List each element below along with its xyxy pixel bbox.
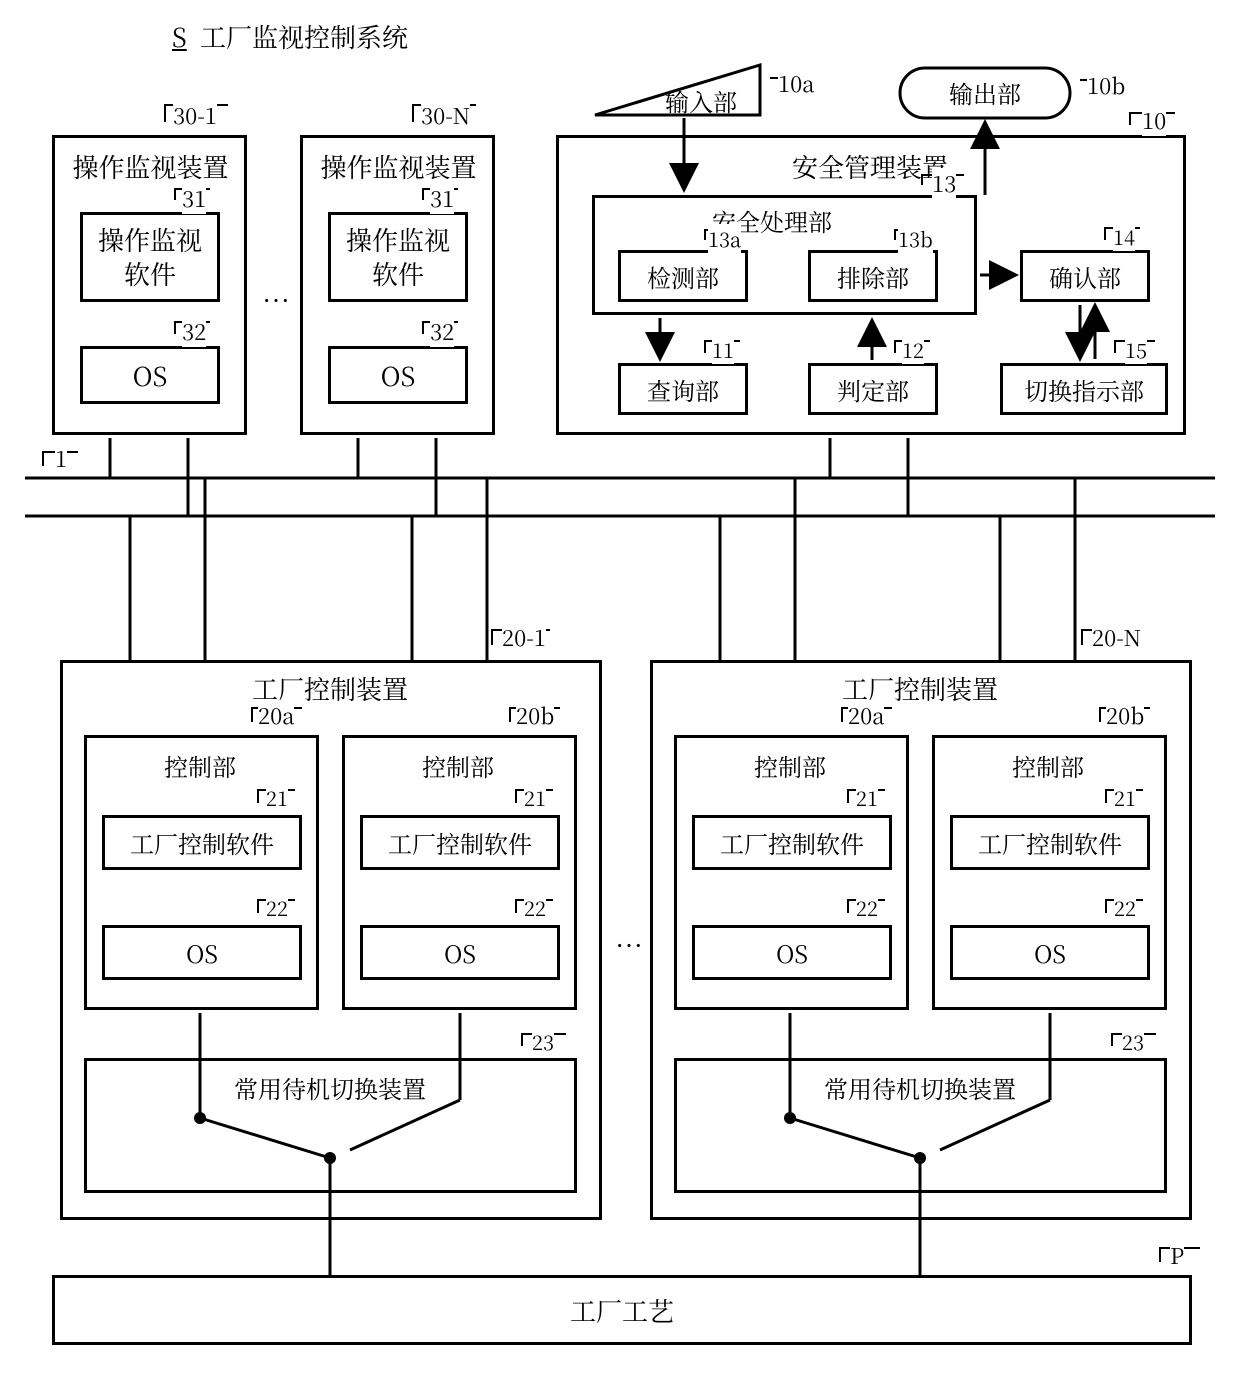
monitor-1-os-box: OS	[80, 346, 220, 404]
detect-box: 检测部	[618, 250, 748, 302]
monitor-n-title: 操作监视装置	[316, 148, 481, 185]
fcn-switcher-label: 常用待机切换装置	[780, 1070, 1060, 1105]
monitor-1-tag: 30-1	[173, 100, 217, 131]
fc1-a-sw-tag: 21	[266, 783, 288, 812]
fcn-a-os-tag: 22	[856, 893, 878, 922]
fcn-title: 工厂控制装置	[800, 670, 1040, 707]
judge-box: 判定部	[808, 363, 938, 415]
input-label: 输入部	[665, 83, 737, 118]
ellipsis-top: …	[262, 280, 294, 320]
fcn-unit-b-tag: 20b	[1106, 700, 1144, 731]
security-tag: 10	[1142, 105, 1166, 136]
monitor-n-os-tag: 32	[430, 316, 454, 347]
fcn-a-os: OS	[692, 925, 892, 980]
title-prefix: S	[172, 18, 187, 55]
monitor-n-sw-box: 操作监视 软件	[328, 212, 468, 302]
fcn-unit-a-tag: 20a	[848, 700, 884, 731]
fc1-switcher-tag: 23	[532, 1027, 554, 1056]
fcn-tag: 20-N	[1092, 622, 1141, 653]
switch-box: 切换指示部	[1000, 363, 1168, 415]
fc1-title: 工厂控制装置	[210, 670, 450, 707]
fcn-unit-a-title: 控制部	[730, 748, 850, 783]
fcn-a-sw: 工厂控制软件	[692, 815, 892, 870]
detect-tag: 13a	[708, 224, 741, 253]
exclude-box: 排除部	[808, 250, 938, 302]
confirm-box: 确认部	[1020, 250, 1150, 302]
fc1-a-os: OS	[102, 925, 302, 980]
query-tag: 11	[712, 335, 734, 364]
fc1-unit-b-title: 控制部	[398, 748, 518, 783]
query-box: 查询部	[618, 363, 748, 415]
ellipsis-bottom: …	[615, 925, 647, 965]
monitor-n-os-box: OS	[328, 346, 468, 404]
monitor-1-title: 操作监视装置	[68, 148, 233, 185]
fc1-switcher-label: 常用待机切换装置	[190, 1070, 470, 1105]
fcn-b-sw: 工厂控制软件	[950, 815, 1150, 870]
fc1-tag: 20-1	[502, 622, 546, 653]
process-box: 工厂工艺	[52, 1275, 1192, 1345]
fc1-unit-a-title: 控制部	[140, 748, 260, 783]
monitor-n-sw-tag: 31	[430, 183, 454, 214]
fc1-b-os: OS	[360, 925, 560, 980]
fc1-unit-a-tag: 20a	[258, 700, 294, 731]
monitor-1-sw-box: 操作监视 软件	[80, 212, 220, 302]
monitor-n-tag: 30-N	[421, 100, 470, 131]
switch-tag: 15	[1125, 335, 1147, 364]
fc1-a-os-tag: 22	[266, 893, 288, 922]
fc1-b-sw-tag: 21	[524, 783, 546, 812]
confirm-tag: 14	[1113, 222, 1135, 251]
fcn-switcher-tag: 23	[1122, 1027, 1144, 1056]
fcn-b-os-tag: 22	[1114, 893, 1136, 922]
monitor-1-os-tag: 32	[182, 316, 206, 347]
output-label: 输出部	[900, 75, 1070, 110]
monitor-1-sw-tag: 31	[182, 183, 206, 214]
fcn-b-sw-tag: 21	[1114, 783, 1136, 812]
fc1-unit-b-tag: 20b	[516, 700, 554, 731]
judge-tag: 12	[902, 335, 924, 364]
security-proc-tag: 13	[932, 168, 956, 199]
fcn-unit-b-title: 控制部	[988, 748, 1108, 783]
title-label: 工厂监视控制系统	[200, 18, 408, 55]
output-tag: 10b	[1087, 70, 1125, 101]
bus-tag: 1	[55, 443, 67, 474]
fc1-b-os-tag: 22	[524, 893, 546, 922]
input-tag: 10a	[778, 68, 814, 99]
fcn-a-sw-tag: 21	[856, 783, 878, 812]
fc1-a-sw: 工厂控制软件	[102, 815, 302, 870]
fcn-b-os: OS	[950, 925, 1150, 980]
exclude-tag: 13b	[898, 224, 933, 253]
process-tag: P	[1170, 1240, 1184, 1271]
fc1-b-sw: 工厂控制软件	[360, 815, 560, 870]
